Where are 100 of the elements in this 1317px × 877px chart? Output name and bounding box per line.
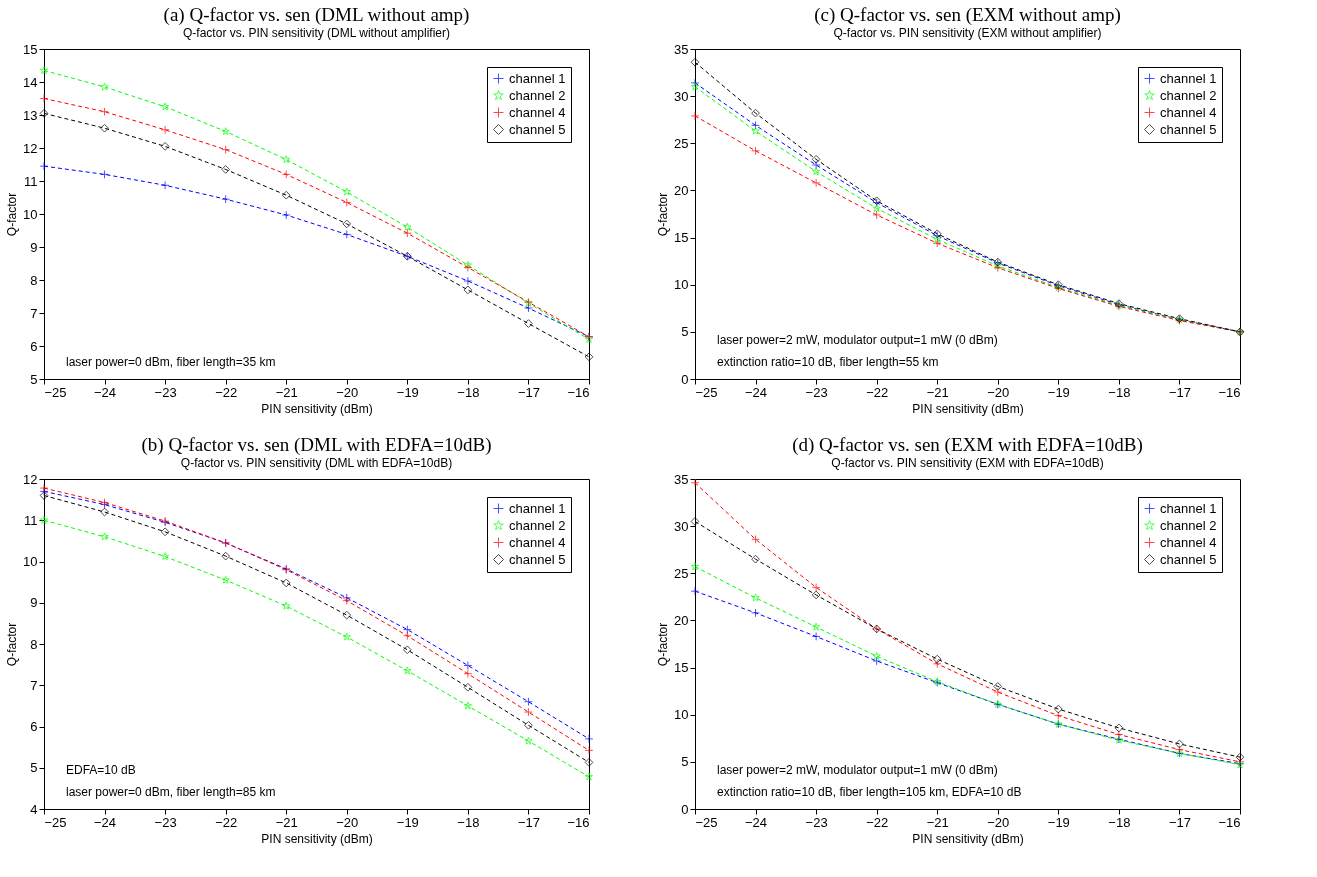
legend-label: channel 1 [509,500,566,516]
x-tick-label: −20 [336,384,359,400]
y-tick-label: 14 [23,74,38,90]
y-tick-label: 5 [30,760,38,776]
y-tick-label: 11 [24,512,38,528]
y-tick-label: 5 [681,324,689,340]
legend-label: channel 1 [1160,500,1217,516]
x-tick-label: −22 [215,384,238,400]
legend-label: channel 5 [1160,121,1217,137]
annotation: extinction ratio=10 dB, fiber length=105 km, EDFA=10 dB [717,785,1022,799]
y-tick-label: 20 [674,182,689,198]
y-tick-label: 12 [23,140,38,156]
y-tick-label: 6 [30,719,38,734]
legend-label: channel 1 [509,70,566,86]
x-tick-label: −25 [44,384,67,400]
y-axis-title: Q-factor [656,192,671,237]
x-tick-label: −19 [1047,384,1070,400]
x-tick-label: −19 [396,814,419,830]
y-tick-label: 5 [30,371,38,387]
x-tick-label: −23 [805,814,828,830]
x-tick-label: −18 [457,814,480,830]
x-axis-title: PIN sensitivity (dBm) [912,831,1024,846]
x-tick-label: −20 [987,384,1010,400]
x-tick-label: −24 [94,384,117,400]
x-tick-label: −20 [336,814,359,830]
legend-label: channel 4 [1160,534,1217,550]
chart-title: (d) Q-factor vs. sen (EXM with EDFA=10dB) [792,434,1143,456]
x-tick-label: −19 [1047,814,1070,830]
y-tick-label: 25 [674,135,689,151]
x-tick-label: −23 [805,384,828,400]
x-tick-label: −22 [866,384,889,400]
legend-label: channel 2 [1160,87,1217,103]
x-tick-label: −21 [926,384,949,400]
x-tick-label: −21 [275,814,298,830]
x-tick-label: −18 [457,384,480,400]
x-axis-title: PIN sensitivity (dBm) [912,401,1024,416]
y-tick-label: 6 [30,338,38,354]
legend-label: channel 5 [1160,551,1217,567]
y-tick-label: 9 [30,595,38,611]
annotation: laser power=2 mW, modulator output=1 mW (0 dBm) [717,763,998,777]
chart-subtitle: Q-factor vs. PIN sensitivity (DML without amplifier) [183,26,450,40]
legend-label: channel 5 [509,551,566,567]
x-tick-label: −21 [926,814,949,830]
x-tick-label: −25 [695,814,718,830]
y-tick-label: 7 [30,677,38,693]
x-tick-label: −23 [154,814,177,830]
y-tick-label: 13 [23,107,38,123]
x-axis-title: PIN sensitivity (dBm) [261,831,373,846]
x-tick-label: −22 [866,814,889,830]
legend-label: channel 4 [509,534,566,550]
x-tick-label: −17 [517,814,540,830]
chart-subtitle: Q-factor vs. PIN sensitivity (EXM with EDFA=10dB) [831,456,1104,470]
y-tick-label: 8 [30,636,38,652]
y-tick-label: 30 [674,518,689,534]
x-tick-label: −22 [215,814,238,830]
chart-title: (a) Q-factor vs. sen (DML without amp) [163,4,470,26]
x-tick-label: −25 [695,384,718,400]
x-tick-label: −21 [275,384,298,400]
x-tick-label: −24 [745,814,768,830]
y-axis-title: Q-factor [5,622,20,667]
x-tick-label: −18 [1108,384,1131,400]
annotation: laser power=2 mW, modulator output=1 mW (0 dBm) [717,333,998,347]
y-tick-label: 30 [674,88,689,104]
chart-title: (c) Q-factor vs. sen (EXM without amp) [814,4,1121,26]
legend-label: channel 5 [509,121,566,137]
y-tick-label: 0 [681,801,689,817]
x-axis-title: PIN sensitivity (dBm) [261,401,373,416]
legend-label: channel 4 [509,104,566,120]
annotation: laser power=0 dBm, fiber length=85 km [66,785,276,799]
x-tick-label: −17 [517,384,540,400]
y-tick-label: 35 [674,471,689,487]
x-tick-label: −24 [745,384,768,400]
x-tick-label: −16 [567,814,590,830]
chart-subtitle: Q-factor vs. PIN sensitivity (DML with EDFA=10dB) [180,456,453,470]
y-tick-label: 15 [23,41,38,57]
y-tick-label: 10 [674,707,689,723]
legend-label: channel 2 [1160,517,1217,533]
x-tick-label: −20 [987,814,1010,830]
x-tick-label: −16 [1218,814,1241,830]
x-tick-label: −23 [154,384,177,400]
y-tick-label: 12 [23,471,38,487]
y-tick-label: 4 [30,801,38,817]
legend-label: channel 4 [1160,104,1217,120]
annotation: laser power=0 dBm, fiber length=35 km [66,355,276,369]
x-tick-label: −16 [1218,384,1241,400]
y-tick-label: 7 [30,305,38,321]
y-tick-label: 10 [23,554,38,569]
x-tick-label: −16 [567,384,590,400]
y-tick-label: 0 [681,371,689,387]
legend-label: channel 2 [509,87,566,103]
y-tick-label: 10 [674,277,689,293]
x-tick-label: −24 [94,814,117,830]
y-tick-label: 8 [30,272,38,288]
y-tick-label: 35 [674,41,689,57]
y-tick-label: 15 [674,660,689,676]
y-tick-label: 20 [674,612,689,628]
x-tick-label: −17 [1168,384,1191,400]
legend-label: channel 1 [1160,70,1217,86]
annotation: EDFA=10 dB [66,763,136,777]
y-tick-label: 11 [24,173,38,189]
